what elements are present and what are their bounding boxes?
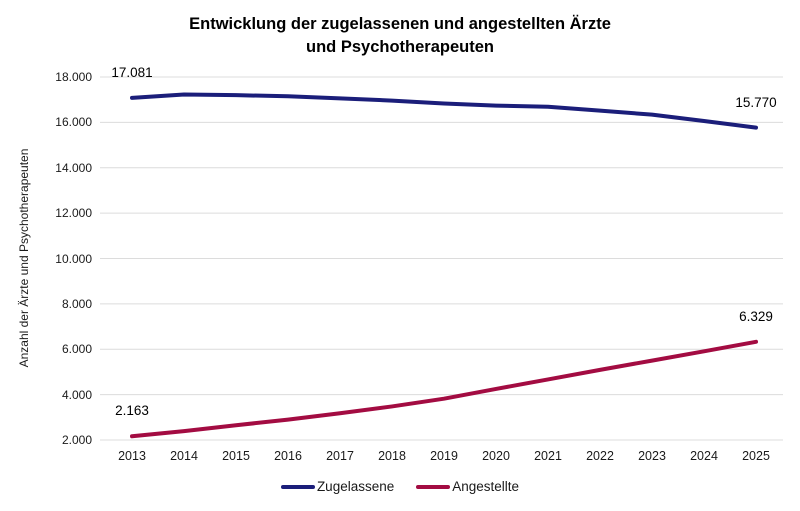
y-tick-label: 6.000 bbox=[61, 342, 92, 357]
y-tick-label: 16.000 bbox=[55, 115, 92, 130]
y-tick-label: 2.000 bbox=[61, 433, 92, 447]
series-line-zugelassene bbox=[130, 92, 758, 130]
x-tick-label: 2025 bbox=[742, 449, 770, 463]
y-tick-label: 8.000 bbox=[61, 296, 92, 311]
x-tick-label: 2019 bbox=[430, 449, 458, 463]
legend-item-zugelassene: Zugelassene bbox=[280, 479, 395, 494]
legend-swatch-zugelassene bbox=[280, 484, 315, 489]
y-tick-label: 18.000 bbox=[55, 70, 92, 84]
x-tick-label: 2016 bbox=[274, 449, 302, 463]
x-tick-label: 2021 bbox=[534, 449, 562, 463]
x-tick-label: 2015 bbox=[222, 449, 250, 463]
x-tick-label: 2023 bbox=[638, 449, 666, 463]
x-tick-label: 2013 bbox=[118, 449, 146, 463]
legend-label-zugelassene: Zugelassene bbox=[316, 479, 395, 494]
legend-swatch-angestellte bbox=[416, 484, 451, 489]
data-label: 17.081 bbox=[111, 64, 153, 80]
legend: Zugelassene Angestellte bbox=[0, 479, 800, 494]
y-tick-label: 4.000 bbox=[61, 387, 92, 402]
y-tick-label: 14.000 bbox=[55, 160, 92, 175]
y-tick-label: 12.000 bbox=[55, 206, 92, 221]
x-tick-label: 2024 bbox=[690, 449, 718, 463]
x-tick-label: 2022 bbox=[586, 449, 614, 463]
data-label: 15.770 bbox=[735, 94, 777, 110]
chart-title-line1: Entwicklung der zugelassenen und angeste… bbox=[189, 15, 611, 33]
chart-title: Entwicklung der zugelassenen und angeste… bbox=[0, 13, 800, 59]
chart-title-line2: und Psychotherapeuten bbox=[306, 38, 494, 56]
x-tick-label: 2014 bbox=[170, 449, 198, 463]
data-label: 2.163 bbox=[115, 403, 149, 419]
y-tick-label: 10.000 bbox=[55, 251, 92, 266]
legend-item-angestellte: Angestellte bbox=[416, 479, 519, 494]
x-tick-label: 2017 bbox=[326, 449, 354, 463]
data-label: 6.329 bbox=[739, 308, 773, 324]
series-line-angestellte bbox=[130, 339, 758, 439]
x-tick-label: 2018 bbox=[378, 449, 406, 463]
x-tick-label: 2020 bbox=[482, 449, 510, 463]
legend-label-angestellte: Angestellte bbox=[452, 479, 520, 494]
